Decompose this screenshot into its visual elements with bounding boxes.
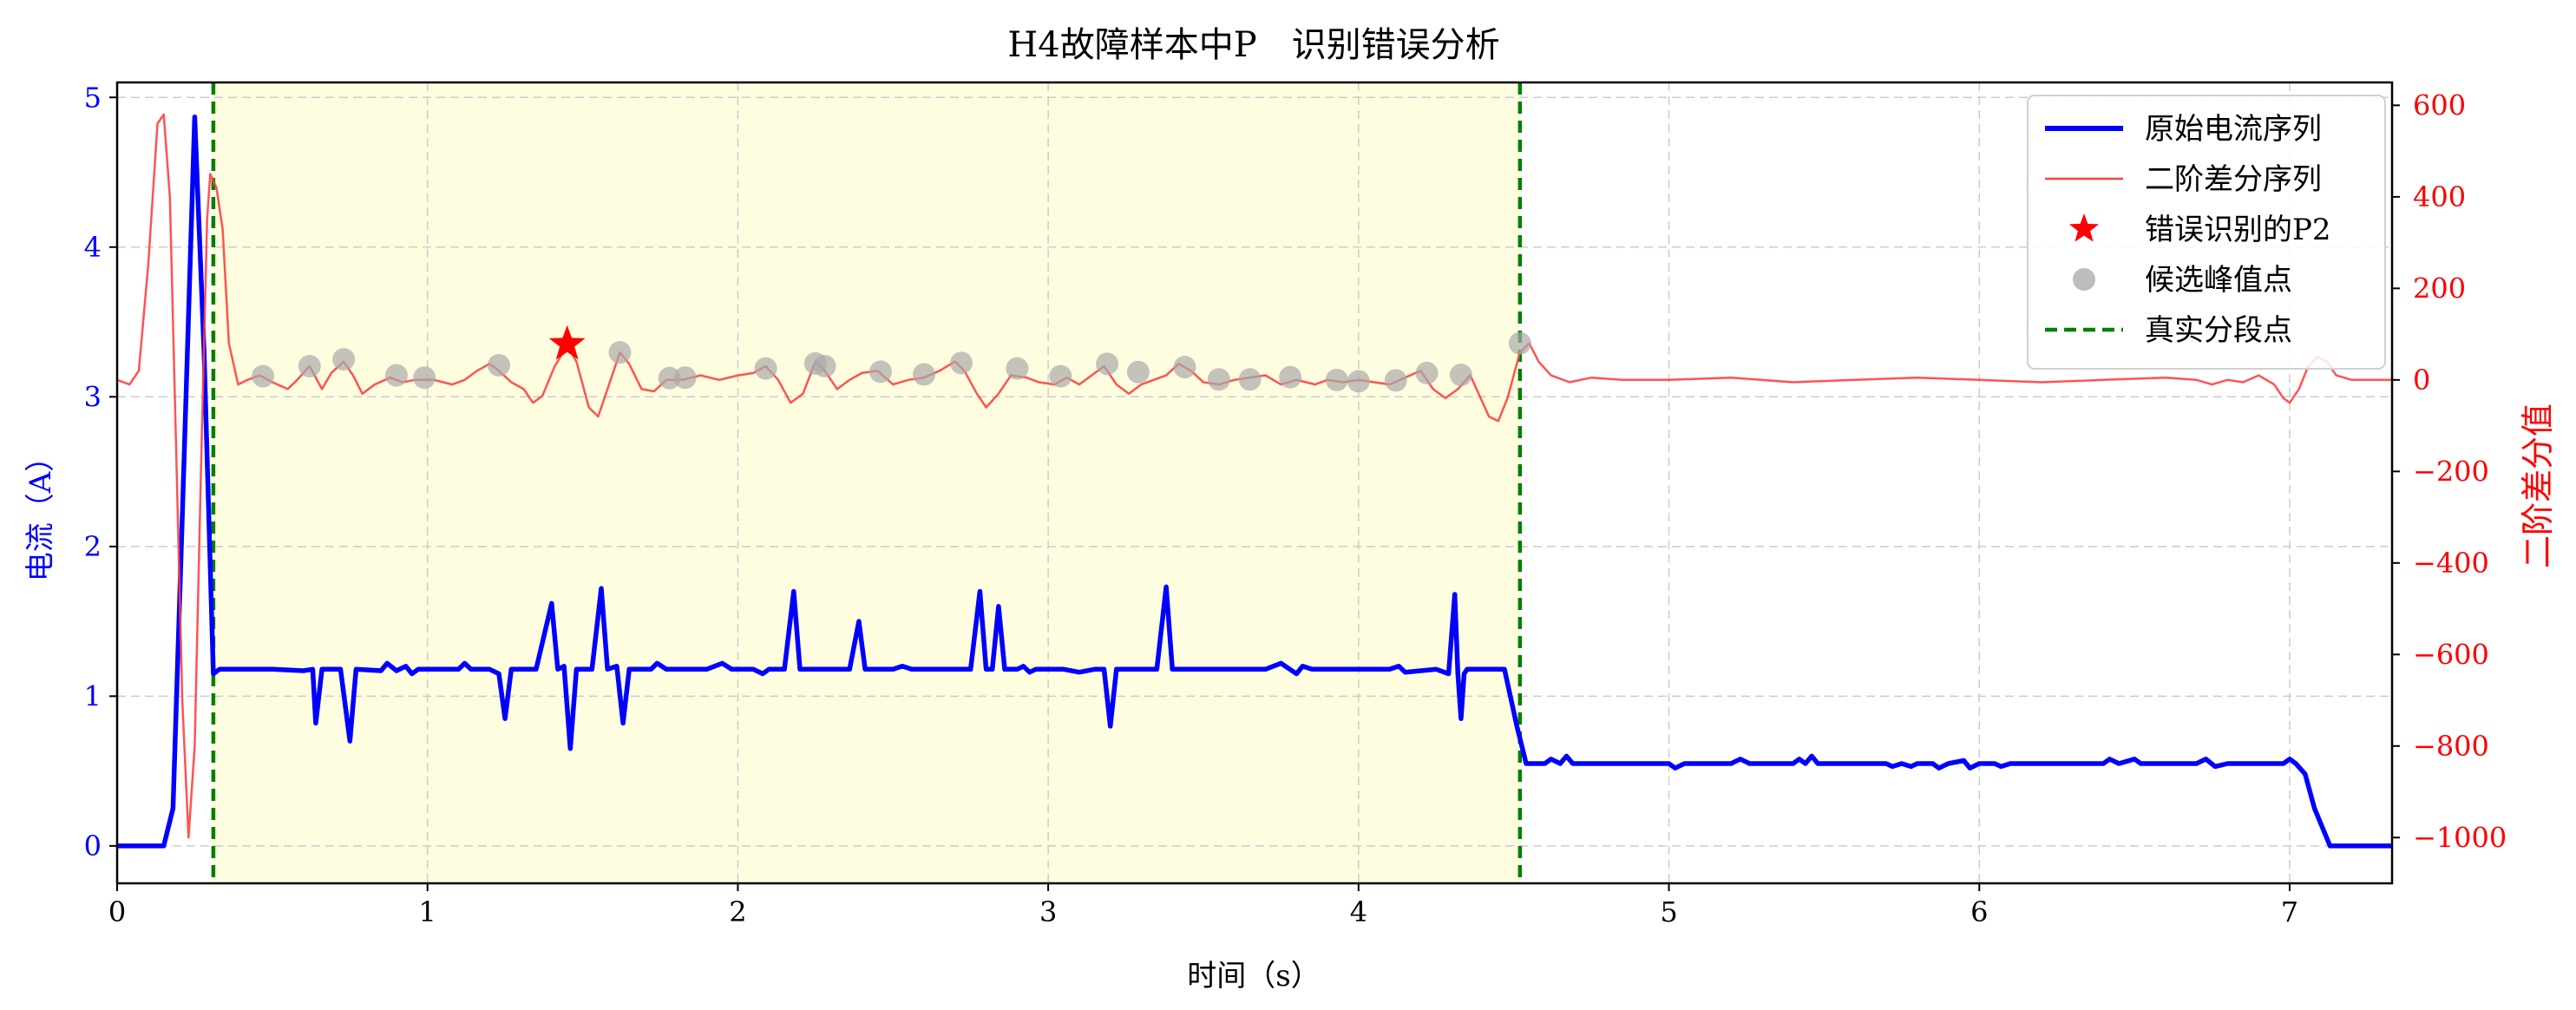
plot-frame [115,81,2394,885]
candidate-point [754,357,777,380]
candidate-point [1384,369,1407,392]
candidate-point [608,341,632,364]
y-right-tick-label: −200 [2413,455,2489,488]
y-axis-label-right: 二阶差分值 [2519,403,2557,568]
candidate-point [332,348,356,371]
error-point-star [548,325,586,360]
candidate-point [913,363,936,386]
x-tick-label: 5 [1660,895,1677,928]
x-tick-label: 2 [729,895,746,928]
legend-label: 真实分段点 [2145,313,2292,348]
candidate-point [252,364,275,388]
y-left-tick-label: 2 [84,530,102,563]
y-right-tick-label: −800 [2413,730,2489,763]
highlight-layer [213,82,1520,883]
chart-title: H4故障样本中P 识别错误分析 [1007,25,1499,65]
candidate-point [673,366,697,390]
candidate-point [1449,364,1472,387]
x-tick-label: 4 [1350,895,1367,928]
y-left-tick-label: 3 [84,380,102,413]
legend-swatch-circle [2073,268,2095,291]
y-right-tick-label: −400 [2413,547,2489,580]
candidate-point [813,355,836,378]
y-right-tick-label: 200 [2413,272,2466,305]
x-tick-label: 6 [1970,895,1988,928]
y-right-tick-label: 600 [2413,89,2466,121]
candidate-point [1126,360,1150,384]
candidate-point [1049,364,1072,388]
candidate-point [413,366,436,390]
x-tick-label: 0 [108,895,126,928]
y-left-tick-label: 1 [84,679,102,712]
candidate-point [1096,352,1119,376]
x-tick-label: 1 [419,895,436,928]
legend-label: 错误识别的P2 [2145,213,2331,247]
highlight-region [213,82,1520,883]
candidate-point [1173,356,1196,379]
y-right-tick-label: −600 [2413,638,2489,671]
y-right-tick-label: −1000 [2413,821,2507,854]
candidate-point [298,355,321,378]
candidate-point [1207,368,1230,391]
legend-label: 二阶差分序列 [2145,162,2322,197]
markers-layer [252,325,1531,393]
y-right-tick-label: 400 [2413,180,2466,213]
candidate-point [487,353,510,377]
y-left-tick-label: 4 [84,231,102,264]
candidate-point [1325,368,1348,391]
axes-layer: 0 1 2 3 4 5 6 7 0 1 2 3 4 5 −1000 −800 −600 −400 −200 0 200 4… [84,81,2507,928]
current-series-line [117,114,2392,849]
y-left-tick-label: 0 [84,830,102,862]
y-axis-label-left: 电流（A） [23,443,58,582]
candidate-point [949,351,973,375]
x-tick-label: 7 [2281,895,2298,928]
legend-label: 候选峰值点 [2145,263,2292,298]
legend-swatch-star [2068,213,2100,242]
candidate-point [1415,361,1439,384]
candidate-point [1006,357,1029,380]
x-axis-label: 时间（s） [1187,959,1320,994]
candidate-point [384,364,408,387]
candidate-point [1279,365,1302,389]
y-right-tick-label: 0 [2413,364,2430,397]
y-left-tick-label: 5 [84,81,102,114]
x-tick-label: 3 [1039,895,1057,928]
grid-layer [116,82,2392,883]
candidate-point [1347,370,1370,393]
candidate-point [1508,331,1531,355]
legend-box [2027,95,2386,370]
legend-label: 原始电流序列 [2145,112,2322,147]
candidate-point [868,360,892,384]
candidate-point [1238,368,1262,391]
